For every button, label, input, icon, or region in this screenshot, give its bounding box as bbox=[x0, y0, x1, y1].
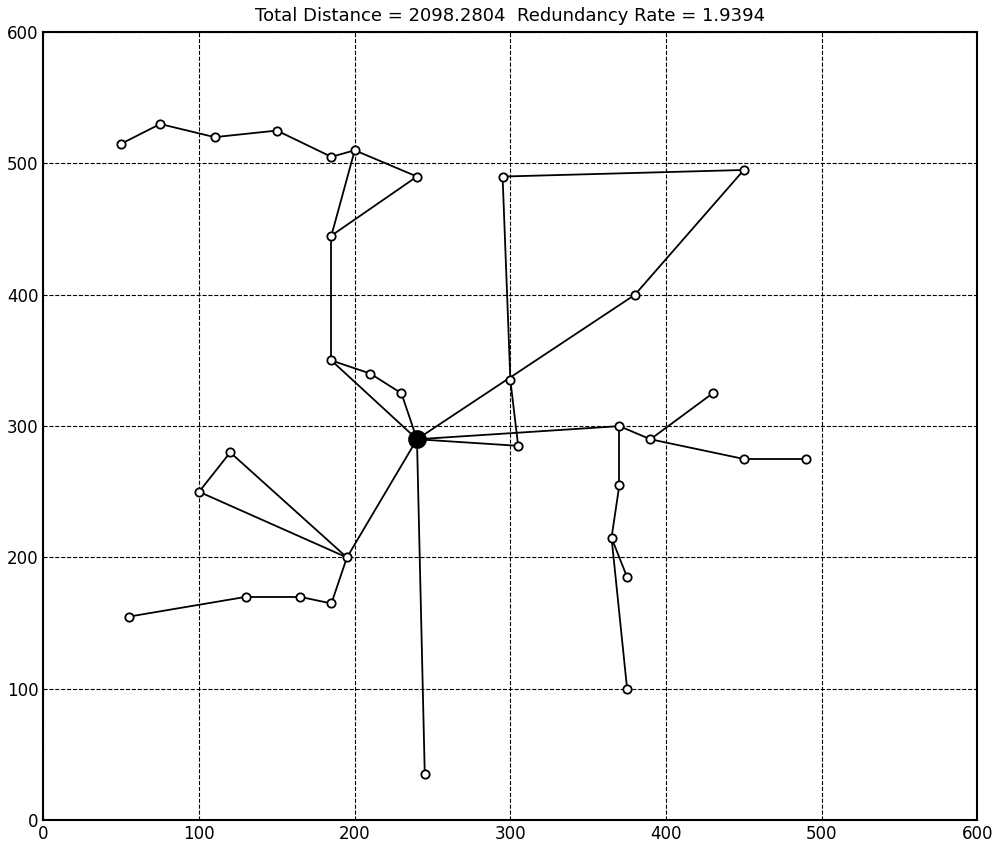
Title: Total Distance = 2098.2804  Redundancy Rate = 1.9394: Total Distance = 2098.2804 Redundancy Ra… bbox=[255, 7, 765, 25]
